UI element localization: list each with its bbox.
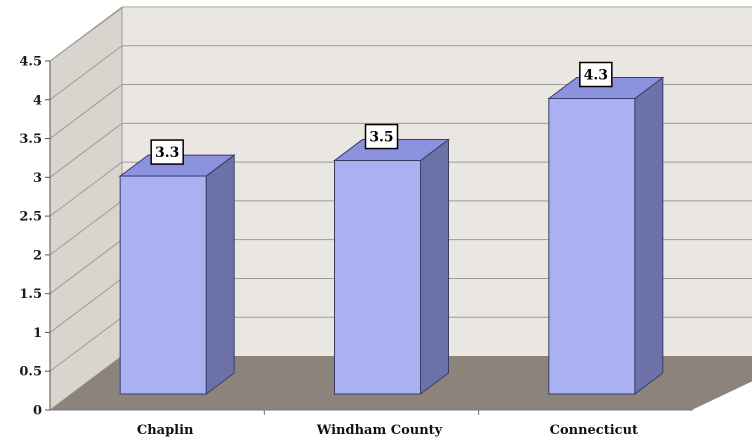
gridline xyxy=(49,84,752,139)
bar xyxy=(548,98,636,395)
y-tick-label: 3.5 xyxy=(19,132,42,147)
y-tick-label: 1.5 xyxy=(19,287,42,302)
category-label: Connecticut xyxy=(550,423,638,438)
data-label-box xyxy=(150,139,184,165)
bar-group: 3.5 xyxy=(333,123,450,395)
y-tick-label: 3 xyxy=(33,171,42,186)
data-label: 3.5 xyxy=(369,130,393,146)
y-axis: 0 0.5 1 1.5 2 2.5 3 3.5 4 4.5 xyxy=(19,55,51,419)
y-tick-label: 1 xyxy=(33,326,42,341)
data-label-box xyxy=(364,123,399,150)
bar-side xyxy=(420,138,449,395)
gridline xyxy=(49,45,752,101)
y-tick-label: 4 xyxy=(33,93,42,108)
bar-side xyxy=(634,76,664,395)
category-label: Chaplin xyxy=(137,423,194,438)
x-axis: Chaplin Windham County Connecticut xyxy=(50,381,752,438)
gridline xyxy=(49,122,752,178)
y-tick-label: 4.5 xyxy=(19,55,42,70)
y-tick-label: 0 xyxy=(33,404,42,419)
data-label: 4.3 xyxy=(584,68,608,84)
category-label: Windham County xyxy=(316,423,443,438)
floor-edge xyxy=(692,381,752,411)
bar xyxy=(119,175,207,395)
data-label-box xyxy=(579,61,613,88)
data-label: 3.3 xyxy=(155,145,179,161)
y-tick-label: 2 xyxy=(33,248,42,263)
y-tick-label: 2.5 xyxy=(19,210,42,225)
bar-group: 4.3 xyxy=(547,61,665,395)
bar-side xyxy=(205,154,235,395)
y-tick-label: 0.5 xyxy=(19,365,42,380)
bars: 3.3 3.5 4.3 xyxy=(118,61,665,395)
bar xyxy=(334,160,421,395)
gridline xyxy=(49,6,752,62)
bar-group: 3.3 xyxy=(118,139,236,395)
gridline xyxy=(49,161,752,217)
